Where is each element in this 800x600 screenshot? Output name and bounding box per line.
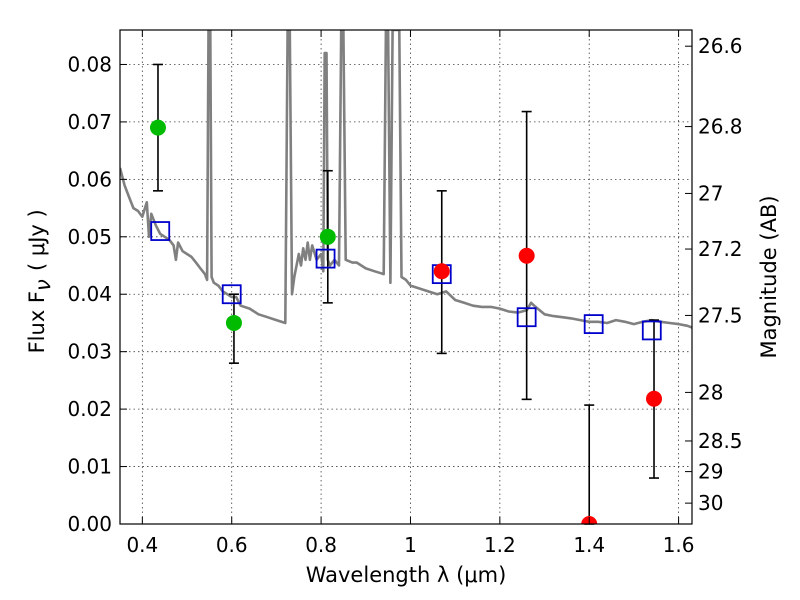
model-spectrum-line [120,30,692,329]
y2-tick-label: 26.8 [698,115,743,139]
detected-point [319,228,336,245]
model-point-square [516,307,537,328]
model-point-square [150,221,171,241]
plot-frame [119,29,693,525]
y2-tick-label: 29 [698,460,723,484]
x-axis-title: Wavelength λ (μm) [306,563,507,587]
y2-axis-ticks: 26.6 26.8 27 27.2 27.5 28 28.5 29 30 [685,34,743,515]
y2-tick-label: 27 [698,181,723,205]
y2-tick-label: 26.6 [698,34,743,58]
y2-tick-label: 27.5 [698,303,743,327]
y-tick-label: 0.06 [67,167,112,191]
y-tick-label: 0.04 [67,282,112,306]
x-tick-label: 1.6 [663,533,695,557]
y-tick-label: 0.01 [67,455,112,479]
y2-tick-label: 30 [698,491,723,515]
photometry-point [518,247,535,264]
y-tick-label: 0.08 [67,52,112,76]
model-point-markers [150,221,662,341]
photometry-point [646,390,663,407]
y-axis-title: Flux F ν ( μJy ) [25,209,55,353]
detected-point [225,314,242,331]
model-point-square [583,314,604,335]
y-axis-title-subscript: ν [31,279,55,291]
x-tick-label: 1.4 [573,533,605,557]
y-tick-label: 0.07 [67,110,112,134]
model-point-square [315,248,336,269]
model-point-square [221,284,242,305]
y-tick-label: 0.05 [67,225,112,249]
x-axis-ticks: 0.4 0.6 0.8 1 1.2 1.4 1.6 [126,30,695,557]
detected-point [149,119,166,136]
x-tick-label: 0.8 [305,533,337,557]
x-tick-label: 1.2 [484,533,516,557]
y-axis-title-main: Flux F [25,291,49,353]
y-axis-ticks: 0.00 0.01 0.02 0.03 0.04 0.05 0.06 0.07 0.08 [67,52,127,536]
model-point-square [641,320,662,341]
observed-point-markers [149,119,663,524]
photometry-point [433,263,450,280]
y2-tick-label: 28 [698,380,723,404]
model-spectrum-layer [120,30,692,329]
y2-axis-title: Magnitude (AB) [757,195,781,358]
y2-tick-label: 27.2 [698,237,743,261]
y-tick-label: 0.03 [67,340,112,364]
y-axis-title-unit: ( μJy ) [25,209,49,271]
y2-tick-label: 28.5 [698,429,743,453]
x-tick-label: 0.4 [126,533,158,557]
x-tick-label: 0.6 [216,533,248,557]
x-tick-label: 1 [404,533,417,557]
y-tick-label: 0.02 [67,397,112,421]
y-tick-label: 0.00 [67,512,112,536]
